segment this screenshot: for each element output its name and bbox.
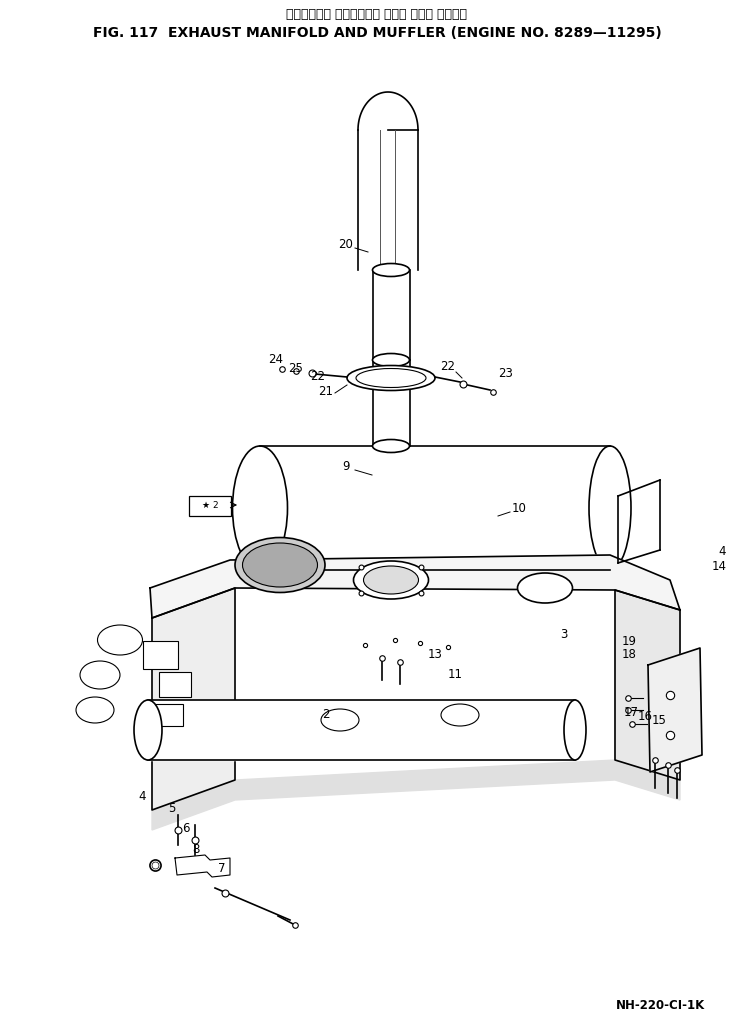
Ellipse shape [97, 625, 143, 655]
Text: 15: 15 [652, 714, 667, 727]
Text: 18: 18 [622, 648, 637, 661]
Ellipse shape [233, 446, 288, 570]
Bar [143, 641, 178, 669]
Ellipse shape [80, 661, 120, 689]
Ellipse shape [372, 353, 409, 367]
Text: 19: 19 [622, 635, 637, 648]
Polygon shape [358, 96, 418, 270]
Ellipse shape [564, 700, 586, 760]
Ellipse shape [242, 543, 318, 587]
Text: 13: 13 [428, 648, 443, 661]
Text: 7: 7 [218, 862, 226, 875]
Ellipse shape [517, 573, 572, 603]
Ellipse shape [353, 561, 429, 599]
Ellipse shape [363, 566, 418, 594]
Text: 8: 8 [192, 843, 199, 855]
Text: 11: 11 [448, 668, 463, 681]
Text: 2: 2 [322, 708, 329, 721]
Polygon shape [373, 360, 410, 446]
Polygon shape [648, 648, 702, 772]
Text: エキゾースト マニホールド および マフラ 適用号機: エキゾースト マニホールド および マフラ 適用号機 [286, 8, 467, 22]
Ellipse shape [321, 709, 359, 731]
Text: 9: 9 [342, 460, 350, 473]
Polygon shape [150, 555, 680, 618]
Ellipse shape [235, 537, 325, 593]
Text: 4: 4 [138, 790, 146, 803]
Text: 17: 17 [624, 706, 639, 719]
Text: 3: 3 [560, 627, 567, 641]
Text: 22: 22 [310, 370, 325, 383]
Ellipse shape [589, 446, 631, 570]
Text: 14: 14 [712, 560, 727, 573]
Bar [153, 703, 183, 726]
Text: 6: 6 [182, 822, 190, 835]
Text: 4: 4 [718, 545, 726, 558]
Text: 22: 22 [440, 360, 455, 373]
Text: 10: 10 [512, 502, 527, 515]
Text: 20: 20 [338, 238, 353, 251]
Polygon shape [152, 588, 235, 810]
Ellipse shape [347, 366, 435, 390]
Text: 24: 24 [268, 353, 283, 366]
Ellipse shape [134, 700, 162, 760]
Ellipse shape [372, 440, 409, 453]
Text: 16: 16 [638, 710, 653, 723]
Bar [159, 672, 191, 697]
Polygon shape [260, 446, 610, 570]
Text: 25: 25 [288, 362, 303, 375]
Polygon shape [175, 855, 230, 877]
Polygon shape [615, 589, 680, 779]
Polygon shape [373, 270, 410, 360]
Text: 5: 5 [168, 802, 175, 815]
Text: 23: 23 [498, 367, 513, 380]
Text: NH-220-CI-1K: NH-220-CI-1K [616, 999, 705, 1012]
Ellipse shape [372, 264, 409, 276]
Polygon shape [152, 760, 680, 830]
Polygon shape [148, 700, 575, 760]
Text: FIG. 117  EXHAUST MANIFOLD AND MUFFLER (ENGINE NO. 8289—11295): FIG. 117 EXHAUST MANIFOLD AND MUFFLER (E… [93, 26, 661, 40]
Text: ★ 2: ★ 2 [202, 500, 218, 509]
Ellipse shape [76, 697, 114, 723]
Text: 21: 21 [318, 385, 333, 398]
Ellipse shape [441, 703, 479, 726]
